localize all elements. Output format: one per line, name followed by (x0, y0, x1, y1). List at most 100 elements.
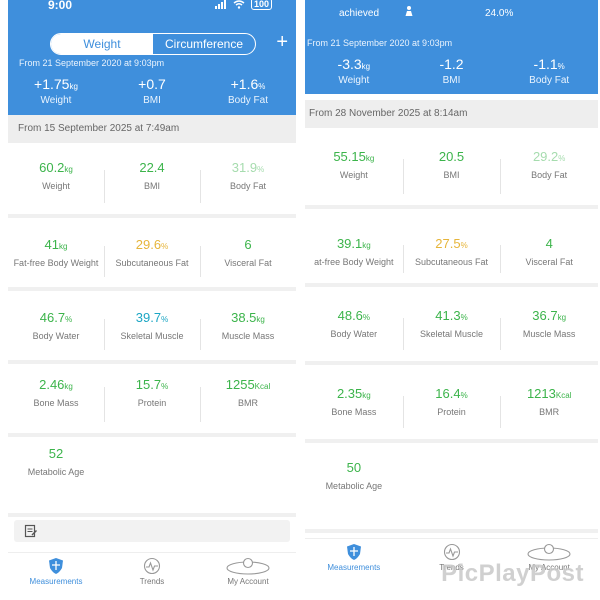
metric-unit: % (460, 391, 468, 400)
metric-skeletal-muscle[interactable]: 41.3% Skeletal Muscle (402, 307, 501, 361)
metric-bone-mass[interactable]: 2.46kg Bone Mass (8, 376, 104, 433)
metric-unit: % (362, 313, 371, 322)
metric-protein[interactable]: 15.7% Protein (104, 376, 200, 433)
change-summary: -3.3kg Weight -1.2 BMI -1.1% Body Fat (305, 56, 598, 86)
tab-trends[interactable]: Trends (104, 557, 200, 592)
metric-body-fat[interactable]: 31.9% Body Fat (200, 159, 296, 214)
metric-fat-free-body-weight[interactable]: 41kg Fat-free Body Weight (8, 236, 104, 287)
tab-measurements[interactable]: Measurements (8, 557, 104, 592)
metric-muscle-mass[interactable]: 36.7kg Muscle Mass (500, 307, 598, 361)
metric-value: 52 (48, 446, 64, 461)
metric-skeletal-muscle[interactable]: 39.7% Skeletal Muscle (104, 309, 200, 360)
metric-bmi[interactable]: 22.4 BMI (104, 159, 200, 214)
metrics-row: 41kg Fat-free Body Weight 29.6% Subcutaneou… (8, 218, 296, 291)
metric-label: Skeletal Muscle (120, 331, 184, 341)
metric-label: Bone Mass (331, 407, 377, 417)
metric-label: Protein (137, 398, 167, 408)
metric-label: Body Water (32, 331, 80, 341)
tab-trends[interactable]: Trends (403, 543, 501, 588)
goal-progress-pct: 24.0% (485, 8, 514, 19)
metrics-grid: 55.15kg Weight 20.5 BMI 29.2% Body Fat 39.1kg a… (305, 134, 598, 533)
metric-at-free-body-weight[interactable]: 39.1kg at-free Body Weight (305, 235, 403, 283)
metric-metabolic-age[interactable]: 52 Metabolic Age (8, 445, 104, 513)
empty-cell (104, 445, 200, 513)
tab-circumference[interactable]: Circumference (164, 37, 244, 51)
metrics-row: 39.1kg at-free Body Weight 27.5% Subcutaneo… (305, 209, 598, 287)
metrics-row: 60.2kg Weight 22.4 BMI 31.9% Body Fat (8, 145, 296, 218)
right-screenshot: achieved 24.0% From 21 September 2020 at… (305, 0, 598, 600)
person-icon (405, 6, 413, 16)
metric-label: Visceral Fat (224, 258, 272, 268)
status-icons: 100 (214, 0, 272, 10)
shield-icon (346, 544, 361, 560)
metric-value: 2.46 (39, 377, 65, 392)
metric-label: Body Fat (531, 170, 568, 180)
metric-value: 55.15 (333, 149, 366, 164)
metric-muscle-mass[interactable]: 38.5kg Muscle Mass (200, 309, 296, 360)
metric-bmi[interactable]: 20.5 BMI (402, 148, 501, 205)
tab-weight[interactable]: Weight (51, 34, 153, 54)
note-edit-icon[interactable] (24, 524, 38, 538)
metrics-grid: 60.2kg Weight 22.4 BMI 31.9% Body Fat 41kg Fat-… (8, 145, 296, 517)
metric-value: 6 (244, 237, 252, 252)
metric-unit: kg (557, 313, 567, 322)
metric-label: Protein (437, 407, 466, 417)
left-screenshot: 9:00 100 Weight Circumference + From 21 … (8, 0, 296, 600)
metric-label: Fat-free Body Weight (13, 258, 99, 268)
metric-body-fat[interactable]: 29.2% Body Fat (500, 148, 598, 205)
metric-value: 46.7 (39, 310, 66, 325)
metric-unit: % (161, 242, 169, 251)
metric-value: 4 (545, 236, 553, 251)
metric-subcutaneous-fat[interactable]: 27.5% Subcutaneous Fat (402, 235, 501, 283)
metric-label: Subcutaneous Fat (414, 257, 489, 267)
metric-unit: kg (64, 382, 73, 391)
metrics-row: 46.7% Body Water 39.7% Skeletal Muscle 38.5k… (8, 291, 296, 364)
since-text: From 21 September 2020 at 9:03pm (307, 38, 453, 48)
measurement-type-toggle[interactable]: Weight Circumference (50, 33, 256, 55)
metric-unit: % (460, 241, 468, 250)
metric-label: BMR (539, 407, 560, 417)
metric-value: 29.6 (135, 237, 162, 252)
metric-weight[interactable]: 55.15kg Weight (305, 148, 403, 205)
metric-visceral-fat[interactable]: 6 Visceral Fat (200, 236, 296, 287)
metric-metabolic-age[interactable]: 50 Metabolic Age (305, 459, 403, 529)
goal-achieved-text: achieved (339, 8, 380, 19)
tab-my-account[interactable]: My Account (200, 557, 296, 592)
metric-label: BMI (443, 170, 460, 180)
metric-body-water[interactable]: 46.7% Body Water (8, 309, 104, 360)
metric-unit: % (460, 313, 468, 322)
metric-visceral-fat[interactable]: 4 Visceral Fat (500, 235, 598, 283)
metric-unit: % (65, 315, 73, 324)
note-bar[interactable] (14, 520, 290, 542)
account-icon (527, 543, 571, 561)
metric-value: 29.2 (532, 149, 559, 164)
metric-bmr[interactable]: 1255Kcal BMR (200, 376, 296, 433)
metric-label: Metabolic Age (27, 467, 85, 477)
metric-unit: kg (365, 154, 375, 163)
battery-indicator: 100 (250, 0, 272, 10)
metric-subcutaneous-fat[interactable]: 29.6% Subcutaneous Fat (104, 236, 200, 287)
tab-measurements[interactable]: Measurements (305, 543, 403, 588)
wifi-icon (233, 0, 245, 9)
metric-bmr[interactable]: 1213Kcal BMR (500, 385, 598, 439)
metrics-row: 52 Metabolic Age (8, 437, 296, 517)
metric-label: Subcutaneous Fat (115, 258, 189, 268)
metric-label: Weight (339, 170, 368, 180)
metric-protein[interactable]: 16.4% Protein (402, 385, 501, 439)
metric-weight[interactable]: 60.2kg Weight (8, 159, 104, 214)
change-summary: +1.75kg Weight +0.7 BMI +1.6% Body Fat (8, 76, 296, 106)
metric-label: Bone Mass (33, 398, 79, 408)
tab-my-account[interactable]: My Account (500, 543, 598, 588)
metric-unit: Kcal (555, 391, 572, 400)
metric-label: Weight (42, 181, 70, 191)
metric-bone-mass[interactable]: 2.35kg Bone Mass (305, 385, 403, 439)
metric-label: Metabolic Age (325, 481, 383, 491)
summary-header: achieved 24.0% From 21 September 2020 at… (305, 0, 598, 94)
metric-body-water[interactable]: 48.6% Body Water (305, 307, 403, 361)
metrics-row: 50 Metabolic Age (305, 443, 598, 533)
metric-unit: kg (362, 391, 371, 400)
metric-label: BMR (238, 398, 258, 408)
change-bmi: +0.7 BMI (138, 76, 166, 106)
metric-label: at-free Body Weight (314, 257, 394, 267)
add-measurement-button[interactable]: + (276, 31, 288, 53)
